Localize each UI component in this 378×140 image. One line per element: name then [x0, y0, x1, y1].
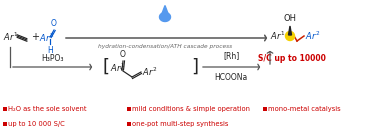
- Polygon shape: [288, 26, 291, 35]
- Text: H₃PO₃: H₃PO₃: [41, 54, 63, 63]
- Text: HCOONa: HCOONa: [214, 73, 248, 82]
- Text: ]: ]: [191, 58, 198, 76]
- FancyBboxPatch shape: [3, 122, 6, 126]
- Polygon shape: [162, 5, 168, 13]
- Text: H: H: [47, 46, 53, 55]
- Text: OH: OH: [284, 14, 297, 23]
- Text: O: O: [51, 19, 57, 28]
- Text: hydration-condensation/ATH cascade process: hydration-condensation/ATH cascade proce…: [98, 44, 232, 49]
- Text: H₂O as the sole solvent: H₂O as the sole solvent: [8, 106, 87, 112]
- Text: O: O: [120, 50, 126, 59]
- Text: mild conditions & simple operation: mild conditions & simple operation: [133, 106, 251, 112]
- FancyBboxPatch shape: [3, 107, 6, 111]
- Text: $\mathit{Ar}^2$: $\mathit{Ar}^2$: [305, 30, 320, 42]
- Text: one-pot multi-step synthesis: one-pot multi-step synthesis: [133, 121, 229, 127]
- Circle shape: [285, 32, 294, 40]
- Text: [: [: [103, 58, 110, 76]
- Text: [Rh]: [Rh]: [223, 51, 239, 60]
- Text: up to 10 000 S/C: up to 10 000 S/C: [8, 121, 65, 127]
- Polygon shape: [160, 12, 170, 22]
- Text: $+$: $+$: [31, 32, 40, 43]
- Text: mono-metal catalysis: mono-metal catalysis: [268, 106, 341, 112]
- Text: $\mathbf{H_2O}$: $\mathbf{H_2O}$: [154, 0, 176, 3]
- Text: $\mathit{Ar}^2$: $\mathit{Ar}^2$: [39, 32, 54, 44]
- Text: $\mathit{Ar}^1$: $\mathit{Ar}^1$: [110, 62, 125, 74]
- Text: $\mathit{Ar}^1$: $\mathit{Ar}^1$: [270, 30, 285, 42]
- FancyBboxPatch shape: [263, 107, 266, 111]
- FancyBboxPatch shape: [127, 107, 130, 111]
- Text: S/C up to 10000: S/C up to 10000: [258, 54, 326, 63]
- Text: $\mathit{Ar}^1$: $\mathit{Ar}^1$: [3, 31, 18, 43]
- Text: $\mathit{Ar}^2$: $\mathit{Ar}^2$: [142, 66, 157, 78]
- FancyBboxPatch shape: [127, 122, 130, 126]
